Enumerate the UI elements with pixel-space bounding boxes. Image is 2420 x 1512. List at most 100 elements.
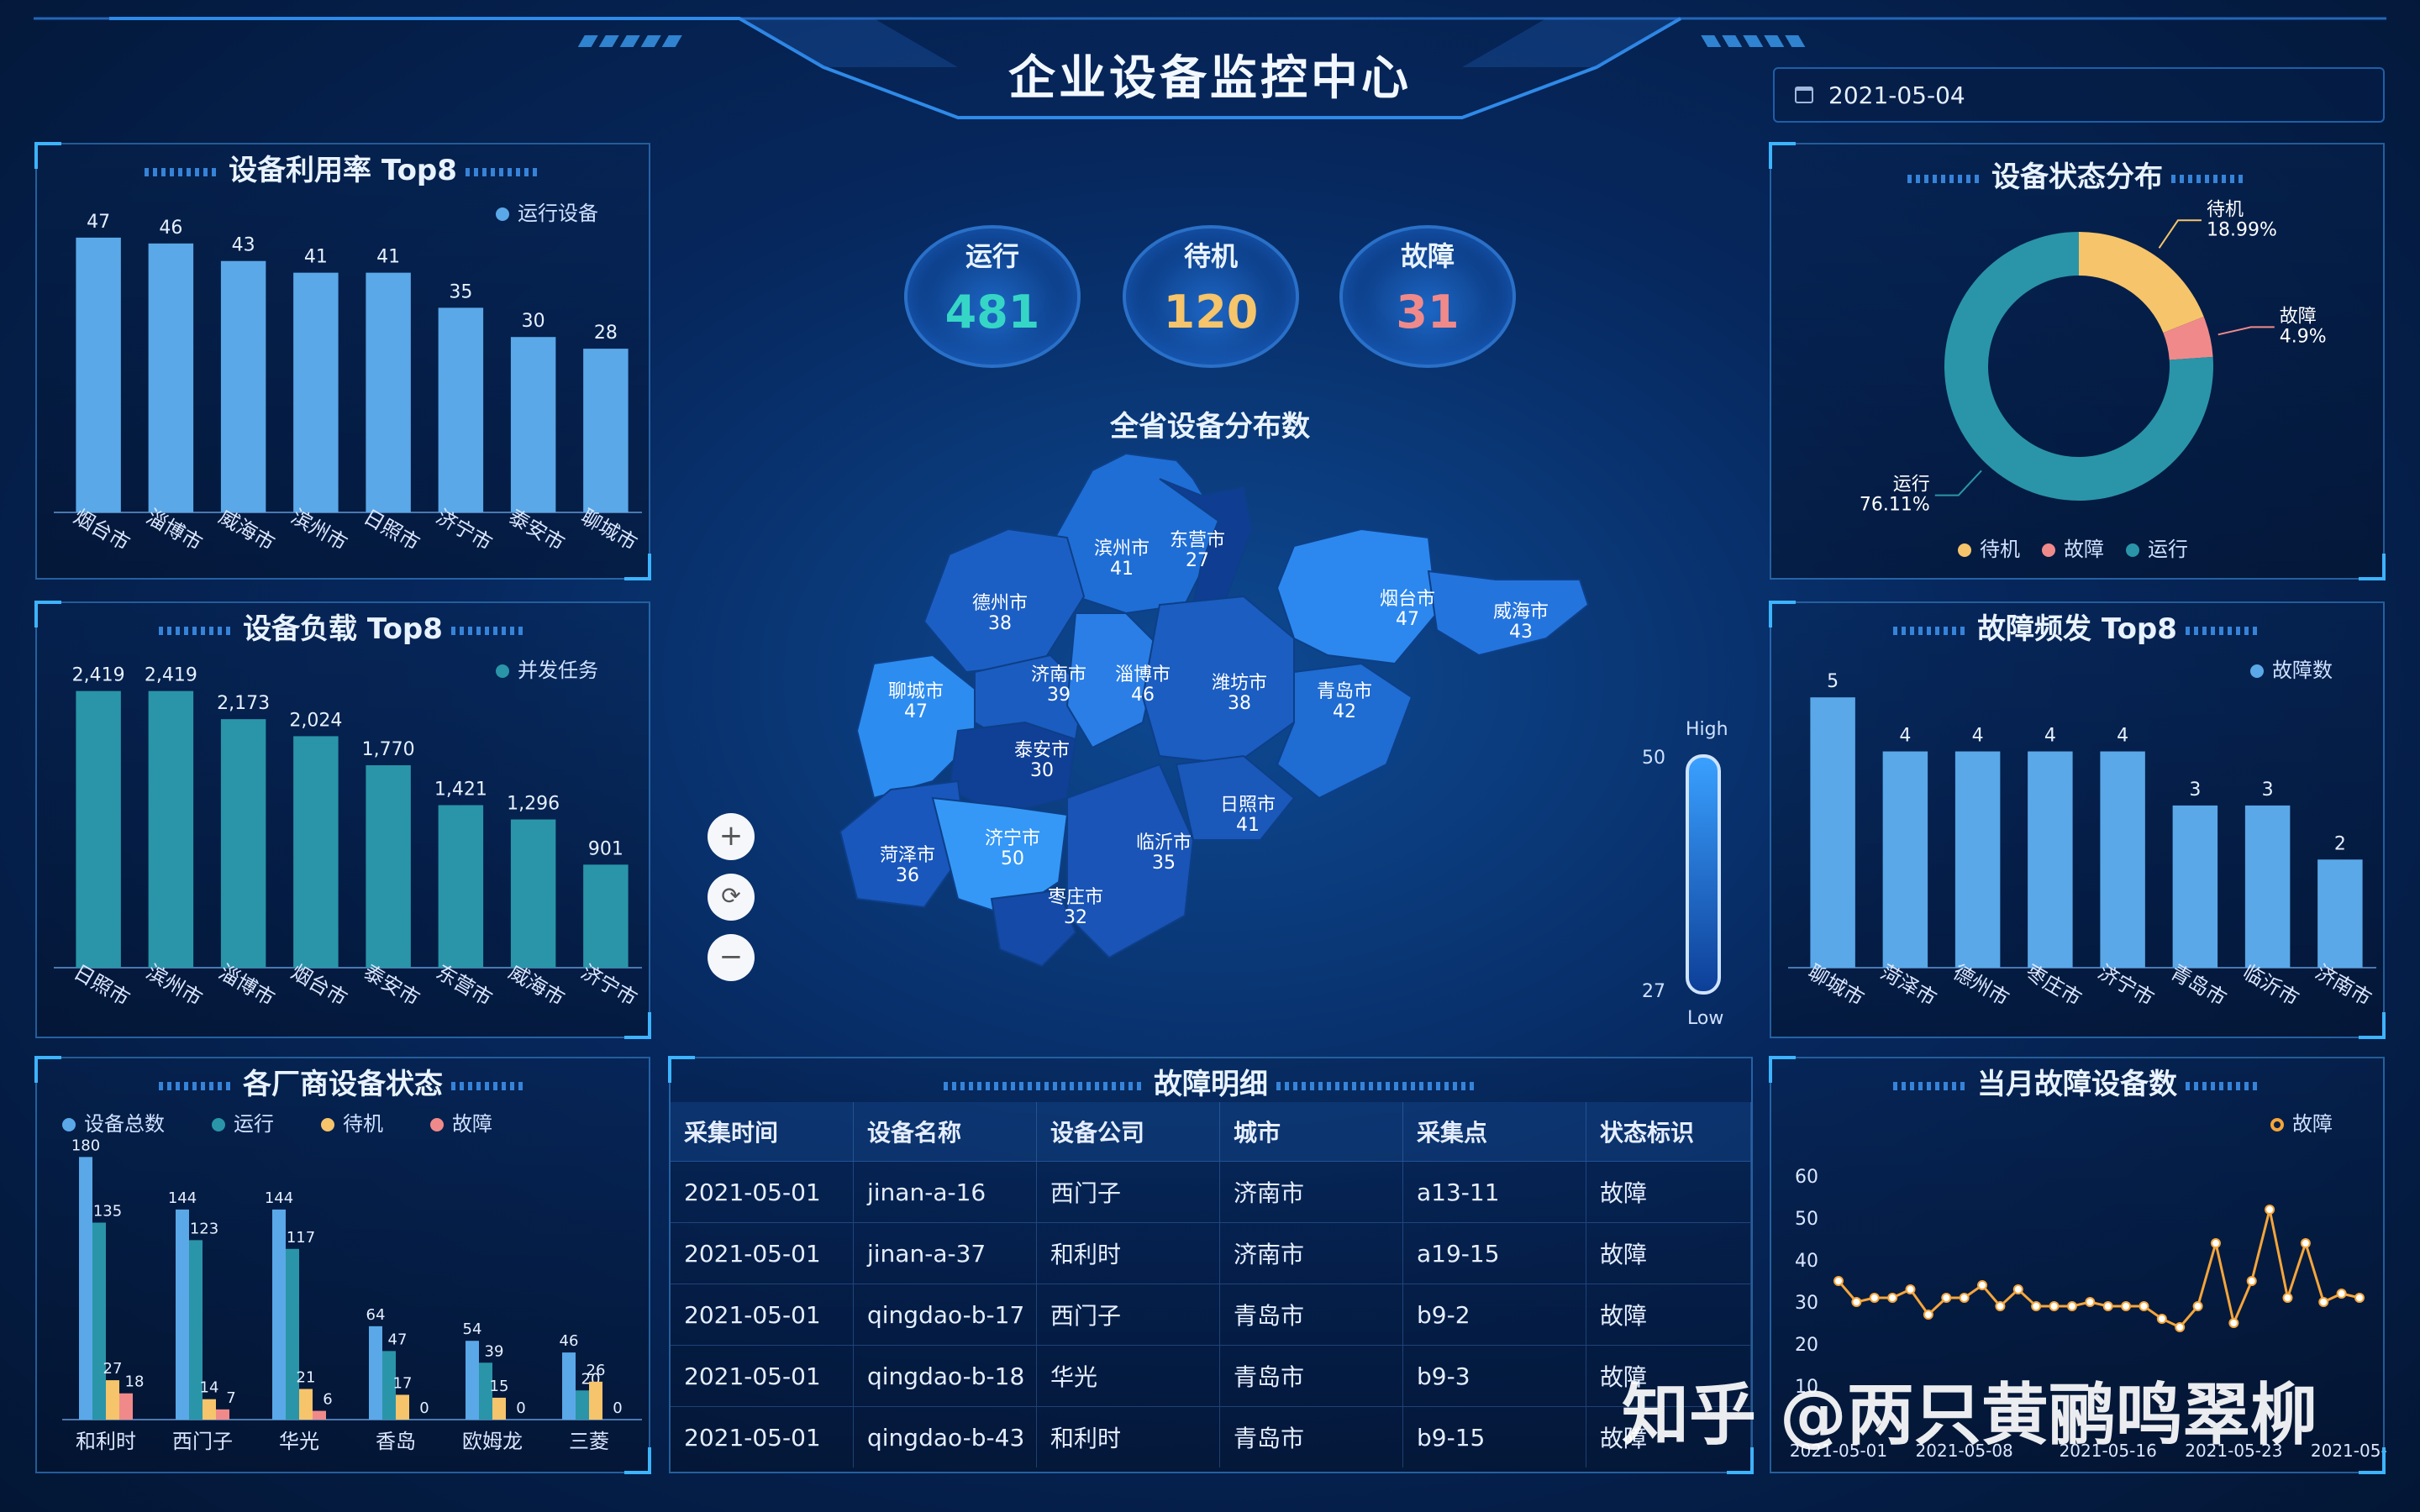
col-device[interactable]: 设备名称 <box>853 1102 1037 1162</box>
map-region-jining[interactable] <box>931 796 1069 917</box>
tick-label: 香岛 <box>376 1430 416 1453</box>
date-picker[interactable]: 2021-05-04 <box>1773 67 2385 123</box>
map-region-linyi[interactable] <box>1066 763 1195 959</box>
line-point <box>1923 1310 1933 1320</box>
bar <box>382 1351 396 1420</box>
line-point <box>2265 1205 2275 1215</box>
col-company[interactable]: 设备公司 <box>1036 1102 1220 1162</box>
table-row[interactable]: 2021-05-01 jinan-a-16 西门子 济南市 a13-11 故障 <box>671 1161 1751 1223</box>
y-tick-label: 20 <box>1795 1335 1818 1356</box>
table-row[interactable]: 2021-05-01 qingdao-b-43 和利时 青岛市 b9-15 故障 <box>671 1406 1751 1467</box>
map-city-name: 日照市 <box>1220 795 1276 816</box>
data-label: 39 <box>485 1342 504 1360</box>
x-tick-label: 2021-05-23 <box>2185 1441 2282 1461</box>
map-region-qingdao[interactable] <box>1276 662 1413 800</box>
monthly-line-chart: 10 20 30 40 50 60 2021-05-01 2021-05-08 2021-05-… <box>1790 1167 2386 1461</box>
col-city[interactable]: 城市 <box>1219 1102 1403 1162</box>
bar <box>466 1341 479 1420</box>
pie-value: 18.99% <box>2207 219 2277 240</box>
cell: 故障 <box>1586 1222 1751 1284</box>
map-region-yantai[interactable] <box>1276 528 1439 665</box>
map-city-value: 47 <box>1396 609 1419 630</box>
pie-slice <box>1944 232 2213 501</box>
cell: 故障 <box>1586 1406 1751 1467</box>
data-label: 2,419 <box>72 665 125 686</box>
vendor-panel: 各厂商设备状态 设备总数 运行 待机 故障 180 135 27 18 和利时 144 12… <box>34 1056 651 1474</box>
utilization-legend: 运行设备 <box>496 197 598 226</box>
bar <box>510 819 556 968</box>
refresh-icon[interactable]: ⟳ <box>708 874 755 921</box>
map-region-zibo[interactable] <box>1065 612 1161 749</box>
map-city-value: 35 <box>1152 853 1176 874</box>
status-legend: 待机 故障 运行 <box>1958 533 2188 562</box>
data-label: 26 <box>587 1362 606 1379</box>
map-region-weifang[interactable] <box>1141 595 1295 766</box>
col-point[interactable]: 采集点 <box>1402 1102 1586 1162</box>
x-tick-label: 2021-05-30 <box>2311 1441 2386 1461</box>
col-time[interactable]: 采集时间 <box>671 1102 854 1162</box>
data-label: 43 <box>232 235 255 256</box>
cell: 济南市 <box>1219 1161 1403 1223</box>
map-city-name: 潍坊市 <box>1212 673 1267 694</box>
monthly-title: 当月故障设备数 <box>1977 1068 2177 1101</box>
scale-slider[interactable] <box>1686 754 1721 995</box>
cell: 2021-05-01 <box>671 1161 854 1223</box>
data-label: 0 <box>613 1399 622 1417</box>
data-label: 144 <box>265 1189 293 1207</box>
date-value: 2021-05-04 <box>1828 81 1965 109</box>
bar <box>1810 697 1855 968</box>
map-region-zaozhuang[interactable] <box>990 889 1077 968</box>
table-row[interactable]: 2021-05-01 jinan-a-37 和利时 济南市 a19-15 故障 <box>671 1222 1751 1284</box>
tick-label: 和利时 <box>76 1430 136 1453</box>
data-label: 7 <box>226 1389 235 1407</box>
map-city-value: 39 <box>1047 685 1071 706</box>
data-label: 18 <box>125 1373 145 1391</box>
map-region-dongying[interactable] <box>1159 478 1254 606</box>
map-region-dezhou[interactable] <box>923 528 1086 674</box>
bar <box>583 349 629 512</box>
line-point <box>2102 1301 2113 1311</box>
cell: 2021-05-01 <box>671 1222 854 1284</box>
bar <box>216 1409 229 1420</box>
map-region-weihai[interactable] <box>1427 570 1590 657</box>
zoom-out-button[interactable]: − <box>708 934 755 981</box>
line-point <box>1959 1293 1970 1303</box>
zoom-in-button[interactable]: + <box>708 813 755 860</box>
x-tick-label: 2021-05-08 <box>1916 1441 2013 1461</box>
scale-min-value: 27 <box>1642 981 1665 1002</box>
line-point <box>2354 1293 2365 1303</box>
data-label: 2,024 <box>289 710 342 731</box>
data-label: 0 <box>516 1399 525 1417</box>
col-status[interactable]: 状态标识 <box>1586 1102 1751 1162</box>
x-tick-label: 2021-05-01 <box>1790 1441 1887 1461</box>
cell: b9-2 <box>1402 1284 1586 1346</box>
map-city-name: 济南市 <box>1031 664 1086 685</box>
data-label: 5 <box>1827 671 1839 692</box>
line-point <box>2192 1301 2203 1311</box>
map-city-name: 滨州市 <box>1094 538 1150 559</box>
pie-value: 76.11% <box>1860 495 1930 516</box>
y-tick-label: 60 <box>1795 1167 1818 1188</box>
map-region-rizhao[interactable] <box>1175 754 1296 841</box>
data-label: 4 <box>2044 726 2056 747</box>
stat-fault-value: 31 <box>1396 286 1460 339</box>
line-point <box>2139 1301 2149 1311</box>
bar <box>189 1240 203 1420</box>
data-label: 1,421 <box>434 780 487 801</box>
y-tick-label: 40 <box>1795 1251 1818 1272</box>
line-point <box>1995 1301 2006 1311</box>
line-series <box>1837 1209 2360 1329</box>
map-region-taian[interactable] <box>948 721 1077 816</box>
table-row[interactable]: 2021-05-01 qingdao-b-17 西门子 青岛市 b9-2 故障 <box>671 1284 1751 1346</box>
load-chart: 2,419日照市2,419滨州市2,173淄博市2,024烟台市1,770泰安市… <box>54 665 642 1011</box>
data-label: 14 <box>200 1379 219 1397</box>
fault-top-title: 故障频发 Top8 <box>1977 612 2177 646</box>
table-row[interactable]: 2021-05-01 qingdao-b-18 华光 青岛市 b9-3 故障 <box>671 1345 1751 1407</box>
data-label: 144 <box>168 1189 197 1207</box>
legend-standby: 待机 <box>1980 538 2020 561</box>
map-city-name: 德州市 <box>972 593 1028 614</box>
bar <box>589 1381 602 1420</box>
